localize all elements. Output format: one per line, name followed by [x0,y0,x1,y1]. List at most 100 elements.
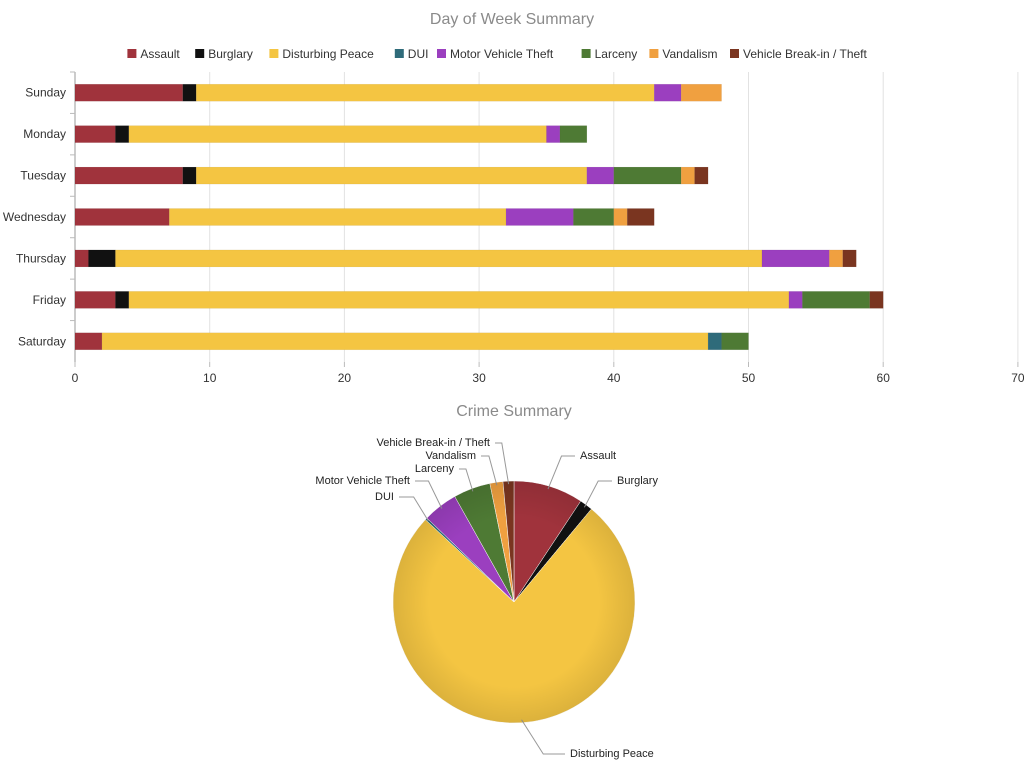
pie-slice[interactable] [454,483,515,603]
bar-segment[interactable] [74,125,116,143]
pie-slice[interactable] [426,496,515,603]
day-of-week-bar-chart: Day of Week Summary Assault Burglary Distur… [3,11,1024,385]
pie-label: Vandalism [425,450,476,462]
legend-swatch[interactable] [195,49,205,58]
bar-segment[interactable] [842,249,857,268]
bar-segment[interactable] [74,249,89,268]
y-tick-label: Monday [23,127,66,141]
pie-slice[interactable] [425,517,515,603]
pie-slice[interactable] [489,481,515,603]
bar-segment[interactable] [559,125,588,143]
x-tick-label: 30 [472,371,486,385]
bar-segment[interactable] [505,208,574,226]
pie-slice[interactable] [502,480,515,603]
legend-swatch[interactable] [437,49,446,58]
bar-segment[interactable] [761,249,830,268]
pie-label: Motor Vehicle Theft [315,475,410,487]
pie-chart-title: Crime Summary [456,403,572,420]
bar-segment[interactable] [74,332,103,351]
bar-segment[interactable] [680,83,722,102]
bar-segment[interactable] [88,249,116,268]
bar-segment[interactable] [707,332,722,351]
bar-segment[interactable] [74,291,116,309]
bar-segment[interactable] [721,332,749,351]
pie-label: Disturbing Peace [570,748,654,760]
pie-leader-line [459,468,474,492]
pie-slice[interactable] [392,508,636,724]
bar-segment[interactable] [573,208,615,226]
bar-segment[interactable] [128,125,547,143]
pie-leader-line [399,496,429,522]
bar-segment[interactable] [829,249,844,268]
legend-swatch[interactable] [269,49,279,58]
pie-shading [393,481,635,723]
pie-leader-line [481,455,498,486]
legend-label[interactable]: Disturbing Peace [282,47,374,61]
pie-leader-line [583,480,612,508]
bar-segment[interactable] [182,83,197,102]
y-tick-label: Saturday [18,334,66,348]
bar-segment[interactable] [115,291,130,309]
y-tick-label: Tuesday [20,169,66,183]
legend-swatch[interactable] [394,49,404,58]
legend-label[interactable]: Vandalism [662,47,717,61]
legend-swatch[interactable] [127,49,137,58]
bar-segment[interactable] [586,166,615,185]
legend-swatch[interactable] [730,49,739,58]
x-tick-label: 40 [607,371,621,385]
pie-label: Vehicle Break-in / Theft [376,437,490,449]
x-tick-label: 70 [1011,371,1024,385]
pie-leader-line [415,480,443,509]
bar-segment[interactable] [788,291,803,309]
bar-segment[interactable] [869,291,884,309]
bar-segment[interactable] [128,291,790,309]
pie-label: Burglary [617,475,658,487]
x-tick-label: 60 [877,371,891,385]
bar-segment[interactable] [182,166,197,185]
bar-segment[interactable] [115,249,763,268]
pie-leader-line [495,442,510,485]
bar-segment[interactable] [613,208,628,226]
bar-segment[interactable] [74,83,184,102]
bar-segment[interactable] [195,166,588,185]
pie-label: Assault [580,450,616,462]
bar-chart-title: Day of Week Summary [430,11,594,28]
legend-label[interactable]: Larceny [595,47,638,61]
legend-swatch[interactable] [649,49,659,58]
pie-label: Larceny [415,463,455,475]
bar-segment[interactable] [101,332,709,351]
bar-segment[interactable] [546,125,561,143]
legend-label[interactable]: Motor Vehicle Theft [450,47,554,61]
pie-leader-line [547,455,575,490]
x-tick-label: 50 [742,371,756,385]
bar-segment[interactable] [680,166,695,185]
y-tick-label: Wednesday [3,210,66,224]
legend-label[interactable]: Burglary [208,47,253,61]
bar-segment[interactable] [169,208,507,226]
y-tick-label: Thursday [16,251,66,265]
legend-swatch[interactable] [581,49,591,58]
bar-segment[interactable] [653,83,682,102]
pie-label: DUI [375,491,394,503]
bar-segment[interactable] [74,166,184,185]
legend-label[interactable]: DUI [408,47,429,61]
bar-segment[interactable] [802,291,870,309]
bar-segment[interactable] [694,166,709,185]
x-tick-label: 20 [338,371,352,385]
bar-segment[interactable] [613,166,682,185]
bar-segment[interactable] [74,208,170,226]
bar-chart-legend: Assault Burglary Disturbing Peace DUI Motor … [127,47,868,61]
pie-slice[interactable] [513,480,582,603]
x-tick-label: 10 [203,371,217,385]
y-tick-label: Sunday [25,86,66,100]
pie-slice[interactable] [513,500,592,603]
pie-leader-line [521,719,565,755]
bar-segment[interactable] [115,125,130,143]
legend-label[interactable]: Assault [140,47,180,61]
bar-segment[interactable] [627,208,655,226]
x-tick-label: 0 [72,371,79,385]
legend-label[interactable]: Vehicle Break-in / Theft [743,47,868,61]
bar-segment[interactable] [195,83,655,102]
y-tick-label: Friday [33,293,66,307]
